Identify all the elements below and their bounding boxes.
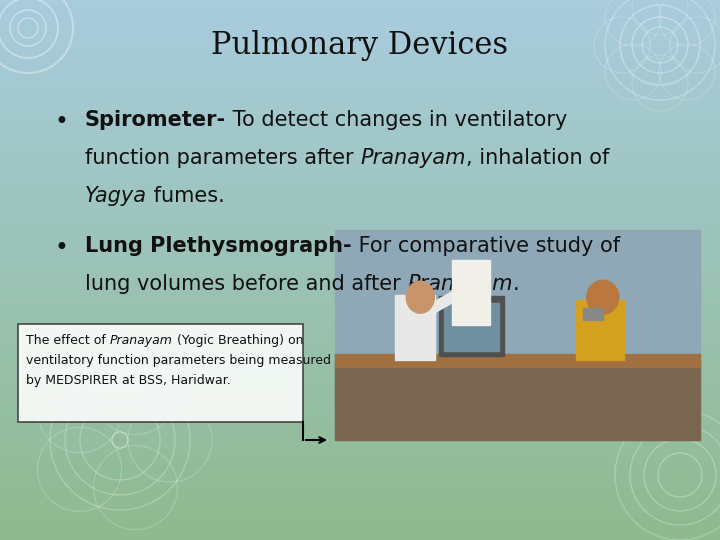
Text: Pulmonary Devices: Pulmonary Devices <box>212 30 508 61</box>
Text: Lung Plethysmograph-: Lung Plethysmograph- <box>85 236 351 256</box>
Ellipse shape <box>406 281 434 313</box>
Bar <box>335 230 700 440</box>
Text: Pranayam: Pranayam <box>408 274 513 294</box>
Bar <box>395 295 436 360</box>
Bar <box>576 300 624 360</box>
Text: fumes.: fumes. <box>147 186 225 206</box>
Text: For comparative study of: For comparative study of <box>351 236 620 256</box>
Text: (Yogic Breathing) on: (Yogic Breathing) on <box>173 334 303 347</box>
Text: ventilatory function parameters being measured: ventilatory function parameters being me… <box>26 354 331 367</box>
Text: •: • <box>55 110 69 134</box>
Bar <box>335 360 700 440</box>
Bar <box>335 354 700 367</box>
Text: Pranayam: Pranayam <box>110 334 173 347</box>
Text: .: . <box>513 274 520 294</box>
Text: The effect of: The effect of <box>26 334 110 347</box>
Text: , inhalation of: , inhalation of <box>466 148 609 168</box>
Bar <box>582 308 603 320</box>
Bar <box>438 296 504 356</box>
Bar <box>18 324 303 422</box>
Text: by MEDSPIRER at BSS, Haridwar.: by MEDSPIRER at BSS, Haridwar. <box>26 374 230 387</box>
Text: Yagya: Yagya <box>85 186 147 206</box>
Bar <box>444 303 499 351</box>
Text: function parameters after: function parameters after <box>85 148 360 168</box>
Ellipse shape <box>587 280 618 314</box>
Text: •: • <box>55 236 69 260</box>
Text: Spirometer-: Spirometer- <box>85 110 226 130</box>
Bar <box>452 260 490 325</box>
Text: To detect changes in ventilatory: To detect changes in ventilatory <box>226 110 567 130</box>
Text: lung volumes before and after: lung volumes before and after <box>85 274 408 294</box>
Text: Pranayam: Pranayam <box>360 148 466 168</box>
